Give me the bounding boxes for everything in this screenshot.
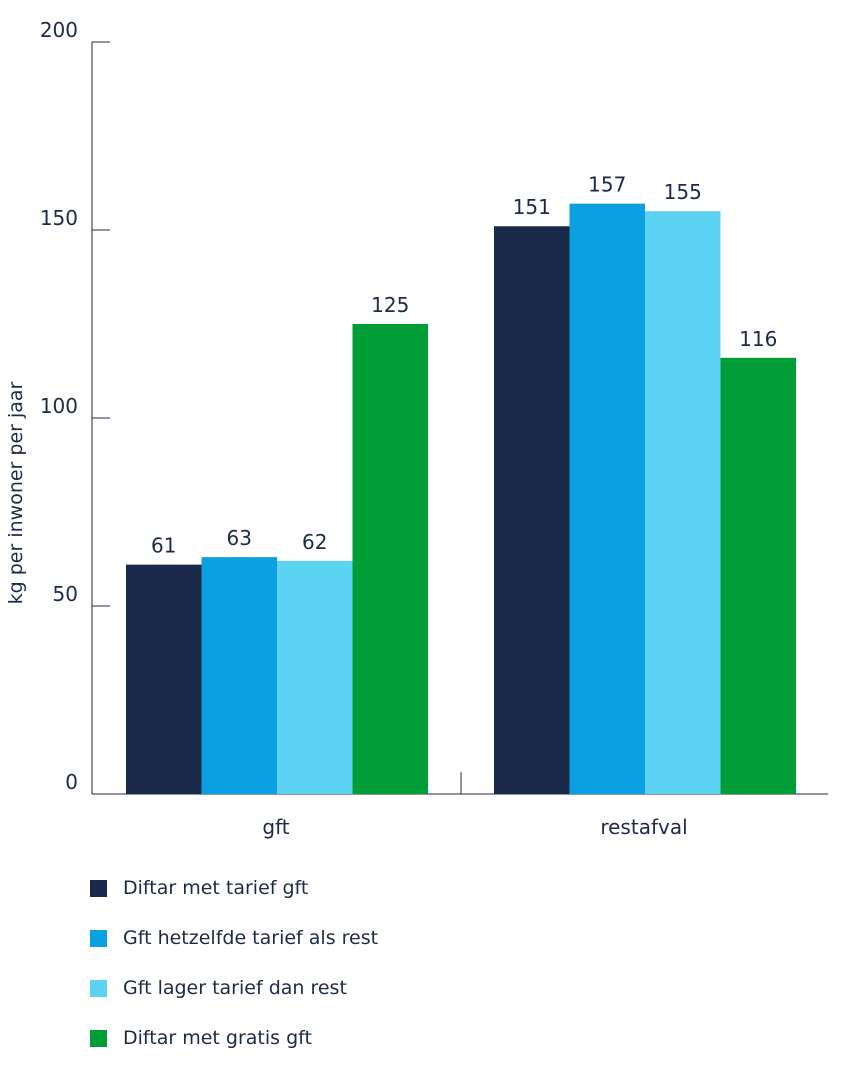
chart-bars [126, 204, 796, 794]
y-tick-label: 100 [40, 394, 78, 418]
legend-label: Diftar met gratis gft [123, 1027, 312, 1049]
bar-chart: 0 50 100 150 200 kg per inwoner per jaar 61 63 6… [0, 0, 841, 870]
bar-gft-series-4 [353, 324, 429, 794]
legend-label: Gft hetzelfde tarief als rest [123, 927, 378, 949]
bar-gft-series-1 [126, 565, 202, 794]
bar-restafval-series-1 [494, 226, 570, 794]
legend-swatch [90, 1030, 107, 1047]
bar-value-label: 63 [227, 526, 252, 550]
legend-label: Diftar met tarief gft [123, 877, 308, 899]
legend-swatch [90, 880, 107, 897]
y-tick-label: 200 [40, 18, 78, 42]
y-tick-label: 50 [53, 582, 78, 606]
x-category-label: restafval [600, 815, 687, 839]
bar-value-label: 116 [739, 327, 777, 351]
bar-value-label: 61 [151, 534, 176, 558]
y-tick-label: 0 [65, 770, 78, 794]
legend-label: Gft lager tarief dan rest [123, 977, 347, 999]
legend-swatch [90, 980, 107, 997]
y-axis-title: kg per inwoner per jaar [5, 381, 27, 604]
legend-item: Diftar met gratis gft [90, 1026, 378, 1050]
legend-item: Gft hetzelfde tarief als rest [90, 926, 378, 950]
bar-value-label: 62 [302, 530, 327, 554]
bar-restafval-series-2 [570, 204, 646, 794]
chart-legend: Diftar met tarief gft Gft hetzelfde tarie… [90, 876, 378, 1076]
bar-value-label: 125 [371, 293, 409, 317]
legend-swatch [90, 930, 107, 947]
bar-gft-series-3 [277, 561, 353, 794]
legend-item: Diftar met tarief gft [90, 876, 378, 900]
bar-restafval-series-4 [721, 358, 797, 794]
y-tick-label: 150 [40, 206, 78, 230]
x-category-label: gft [262, 815, 289, 839]
bar-value-label: 157 [588, 173, 626, 197]
bar-value-label: 155 [664, 180, 702, 204]
bar-gft-series-2 [202, 557, 278, 794]
bar-value-label: 151 [513, 195, 551, 219]
bar-restafval-series-3 [645, 211, 721, 794]
legend-item: Gft lager tarief dan rest [90, 976, 378, 1000]
